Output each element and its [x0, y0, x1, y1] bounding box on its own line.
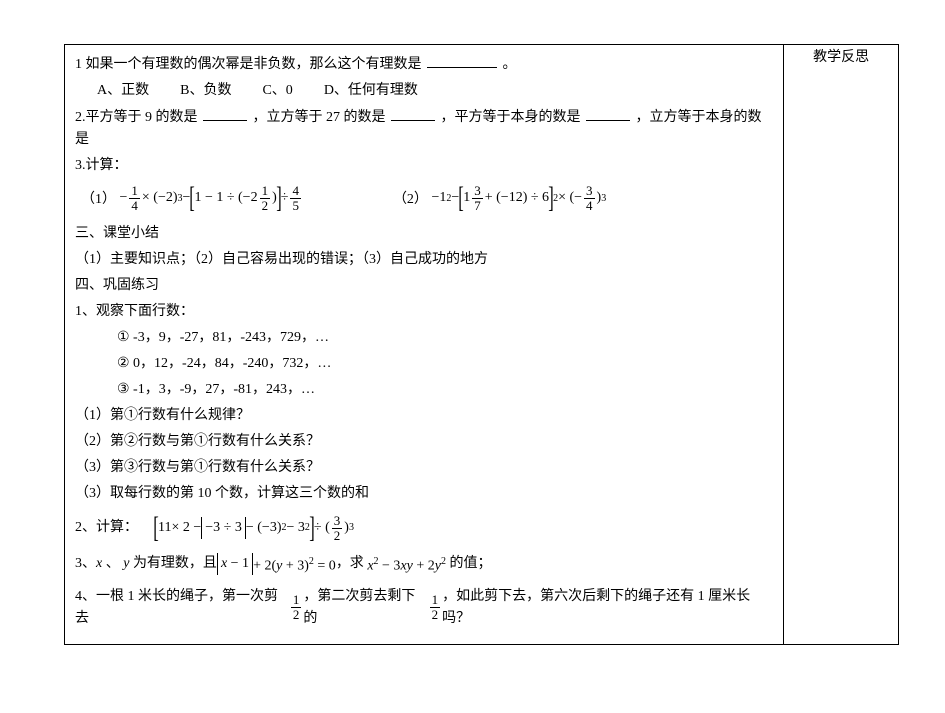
eq2-label: （2） — [393, 188, 428, 208]
q1-options: A、正数 B、负数 C、0 D、任何有理数 — [97, 80, 773, 102]
q1-line: 1 如果一个有理数的偶次幂是非负数，那么这个有理数是 。 — [75, 53, 773, 76]
p3-c: ，求 — [336, 553, 364, 575]
p1-q1: （1）第①行数有什么规律？ — [75, 405, 773, 427]
p3-d: 的值； — [450, 553, 492, 575]
p4-b: ，第二次剪去剩下的 — [303, 586, 427, 630]
equation-row: （1） −14 × (−2)3 − [ 1 − 1 ÷ (−212) ] ÷ 4… — [75, 183, 773, 213]
p4: 4、一根 1 米长的绳子，第一次剪去 12 ，第二次剪去剩下的 12 ，如此剪下… — [75, 586, 773, 630]
p4-c: ，如此剪下去，第六次后剩下的绳子还有 1 厘米长吗？ — [442, 586, 773, 630]
p1-q3: （3）第③行数与第①行数有什么关系？ — [75, 457, 773, 479]
q1-opt-a: A、正数 — [97, 83, 149, 98]
sec3-head: 三、课堂小结 — [75, 223, 773, 245]
q2-a: 2.平方等于 9 的数是 — [75, 110, 198, 125]
q1-blank — [427, 53, 497, 68]
p1-q2: （2）第②行数与第①行数有什么关系？ — [75, 431, 773, 453]
q1-opt-d: D、任何有理数 — [324, 83, 418, 98]
q1-text-b: 。 — [503, 57, 517, 72]
p3-a: 3、 — [75, 553, 96, 575]
p1-q4: （3）取每行数的第 10 个数，计算这三个数的和 — [75, 483, 773, 505]
p1-r2: ② 0，12，-24，84，-240，732，… — [117, 353, 773, 375]
q1-text-a: 1 如果一个有理数的偶次幂是非负数，那么这个有理数是 — [75, 57, 422, 72]
layout-table: 1 如果一个有理数的偶次幂是非负数，那么这个有理数是 。 A、正数 B、负数 C… — [64, 44, 899, 645]
side-cell: 教学反思 — [784, 45, 899, 645]
page: 1 如果一个有理数的偶次幂是非负数，那么这个有理数是 。 A、正数 B、负数 C… — [0, 44, 945, 713]
p2-label: 2、计算： — [75, 517, 138, 539]
p3-b: x 、 y 为有理数，且 — [96, 553, 217, 575]
q2-b: ，立方等于 27 的数是 — [253, 110, 386, 125]
p2: 2、计算： [ 11× 2 − −3 ÷ 3 − (−3)2 − 32 ] ÷ … — [75, 513, 354, 543]
q1-opt-b: B、负数 — [180, 83, 231, 98]
main-cell: 1 如果一个有理数的偶次幂是非负数，那么这个有理数是 。 A、正数 B、负数 C… — [65, 45, 784, 645]
p4-frac1: 12 — [291, 593, 302, 622]
p1-r3: ③ -1，3，-9，27，-81，243，… — [117, 379, 773, 401]
q2-c: ，平方等于本身的数是 — [441, 110, 581, 125]
q2-line: 2.平方等于 9 的数是 ，立方等于 27 的数是 ，平方等于本身的数是 ，立方… — [75, 106, 773, 151]
p3-mid: + 2(y + 3)2 = 0 — [253, 551, 336, 578]
q2-blank1 — [203, 106, 247, 121]
q3-label: 3.计算： — [75, 155, 773, 177]
eq1: （1） −14 × (−2)3 − [ 1 − 1 ÷ (−212) ] ÷ 4… — [81, 183, 303, 213]
eq2-body: −12 − [ 137 + (−12) ÷ 6 ]2 × (−34)3 — [428, 183, 606, 213]
q1-opt-c: C、0 — [262, 83, 292, 98]
p1-head: 1、观察下面行数： — [75, 301, 773, 323]
p4-frac2: 12 — [430, 593, 441, 622]
q2-blank2 — [391, 106, 435, 121]
p3-abs: x − 1 — [217, 553, 253, 575]
p3-expr: x2 − 3xy + 2y2 — [364, 551, 450, 578]
sec4-head: 四、巩固练习 — [75, 275, 773, 297]
sec3-body: （1）主要知识点；（2）自己容易出现的错误；（3）自己成功的地方 — [75, 249, 773, 271]
p1-r1: ① -3，9，-27，81，-243，729，… — [117, 327, 773, 349]
p4-a: 4、一根 1 米长的绳子，第一次剪去 — [75, 586, 289, 630]
q2-blank3 — [586, 106, 630, 121]
p2-body: [ 11× 2 − −3 ÷ 3 − (−3)2 − 32 ] ÷ (32)3 — [154, 513, 354, 543]
side-label: 教学反思 — [785, 46, 897, 170]
p3: 3、 x 、 y 为有理数，且 x − 1 + 2(y + 3)2 = 0 ，求… — [75, 551, 492, 578]
eq1-body: −14 × (−2)3 − [ 1 − 1 ÷ (−212) ] ÷ 45 — [116, 183, 303, 213]
eq2: （2） −12 − [ 137 + (−12) ÷ 6 ]2 × (−34)3 — [393, 183, 606, 213]
eq1-label: （1） — [81, 188, 116, 208]
